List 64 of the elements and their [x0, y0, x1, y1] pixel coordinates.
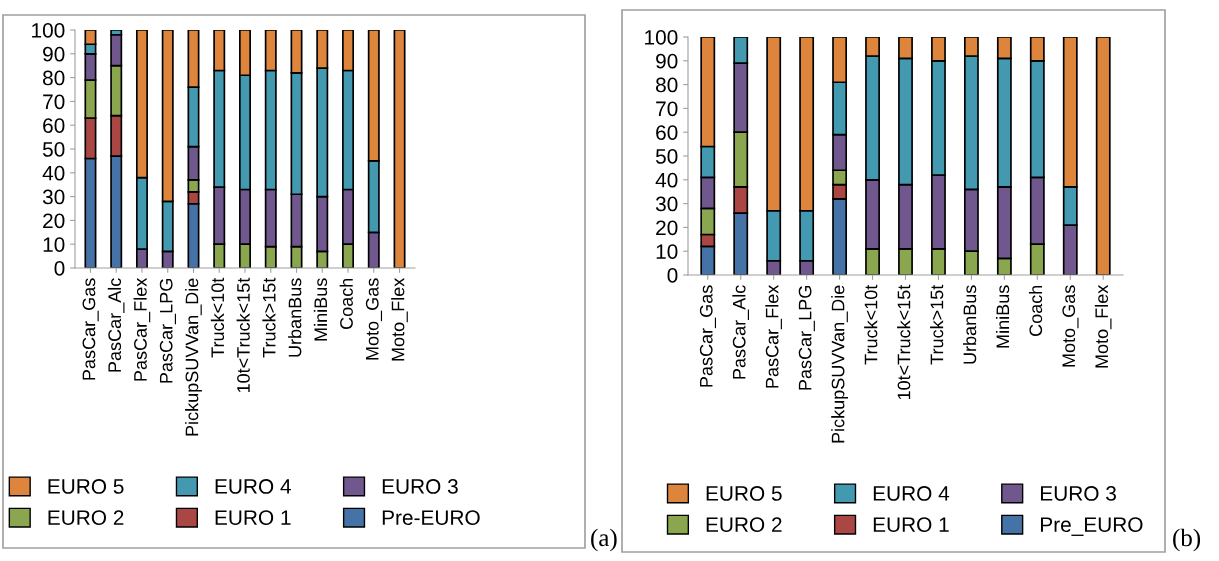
y-tick-label: 90 [656, 53, 678, 69]
y-tick-label: 0 [54, 261, 65, 276]
y-tick-label: 100 [32, 23, 65, 38]
x-tick-label: PasCar_LPG [798, 286, 815, 390]
text: (b) [1173, 528, 1201, 552]
x-tick-label: 10t<Truck<15t [897, 284, 911, 400]
y-tick-label: 30 [42, 189, 65, 205]
y-tick-label: 70 [43, 94, 65, 110]
x-tick-label: PasCar_Alc [107, 278, 125, 372]
y-tick-label: 20 [656, 220, 678, 236]
x-tick-label: UrbanBus [288, 278, 302, 357]
x-tick-label: Moto_Gas [365, 278, 383, 360]
y-tick-label: 80 [656, 77, 678, 93]
y-tick-label: 40 [42, 165, 65, 181]
y-tick-label: 10 [656, 244, 678, 259]
legend-label: EURO 5 [48, 479, 124, 494]
x-tick-label: PasCar_Flex [765, 284, 782, 388]
y-tick-label: 0 [667, 268, 678, 283]
x-tick-label: Moto_Flex [1094, 284, 1112, 368]
y-tick-label: 100 [645, 30, 678, 45]
x-tick-label: Coach [1028, 285, 1043, 336]
legend-label: EURO 3 [382, 479, 458, 494]
x-tick-label: PickupSUVVan_Die [831, 285, 849, 443]
x-tick-label: Moto_Flex [391, 277, 408, 361]
x-tick-label: PasCar_Gas [699, 285, 717, 387]
legend-label: EURO 1 [873, 517, 949, 533]
legend-label: Pre-EURO [382, 510, 480, 526]
x-tick-label: PasCar_Flex [133, 277, 151, 381]
y-tick-label: 60 [43, 118, 65, 133]
x-tick-label: PickupSUVVan_Die [185, 278, 202, 436]
x-tick-label: 10t<Truck<15t [236, 277, 250, 393]
bar [393, 30, 406, 268]
y-tick-label: 30 [655, 196, 678, 212]
x-tick-label: Coach [339, 278, 353, 329]
legend-label: EURO 2 [48, 510, 124, 526]
legend-label: EURO 2 [706, 517, 782, 533]
x-tick-label: MiniBus [313, 278, 328, 341]
y-tick-label: 80 [43, 70, 65, 86]
x-tick-label: PasCar_Alc [732, 285, 749, 379]
legend-label: EURO 1 [215, 510, 291, 526]
y-tick-label: 20 [43, 213, 65, 229]
legend-label: EURO 3 [1041, 486, 1116, 501]
x-tick-label: MiniBus [995, 285, 1010, 348]
legend-label: EURO 4 [215, 479, 291, 494]
y-tick-label: 60 [656, 125, 678, 140]
x-tick-label: PasCar_LPG [159, 279, 176, 383]
bar [1095, 37, 1111, 275]
y-tick-label: 50 [655, 149, 678, 164]
legend-label: Pre_EURO [1041, 517, 1143, 536]
y-tick-label: 10 [43, 237, 65, 252]
y-tick-label: 70 [656, 101, 678, 117]
text: (a) [591, 528, 617, 552]
x-tick-label: Truck<10t [864, 284, 878, 365]
x-tick-label: Truck>15t [262, 277, 276, 358]
x-tick-label: Truck<10t [210, 277, 225, 358]
x-tick-label: Truck>15t [930, 284, 944, 365]
y-tick-label: 90 [43, 46, 65, 62]
legend-label: EURO 4 [873, 486, 950, 501]
legend-label: EURO 5 [706, 486, 782, 501]
y-tick-label: 50 [42, 142, 65, 157]
x-tick-label: PasCar_Gas [82, 278, 99, 380]
x-tick-label: UrbanBus [962, 285, 977, 364]
x-tick-label: Moto_Gas [1062, 285, 1079, 367]
y-tick-label: 40 [655, 172, 678, 188]
